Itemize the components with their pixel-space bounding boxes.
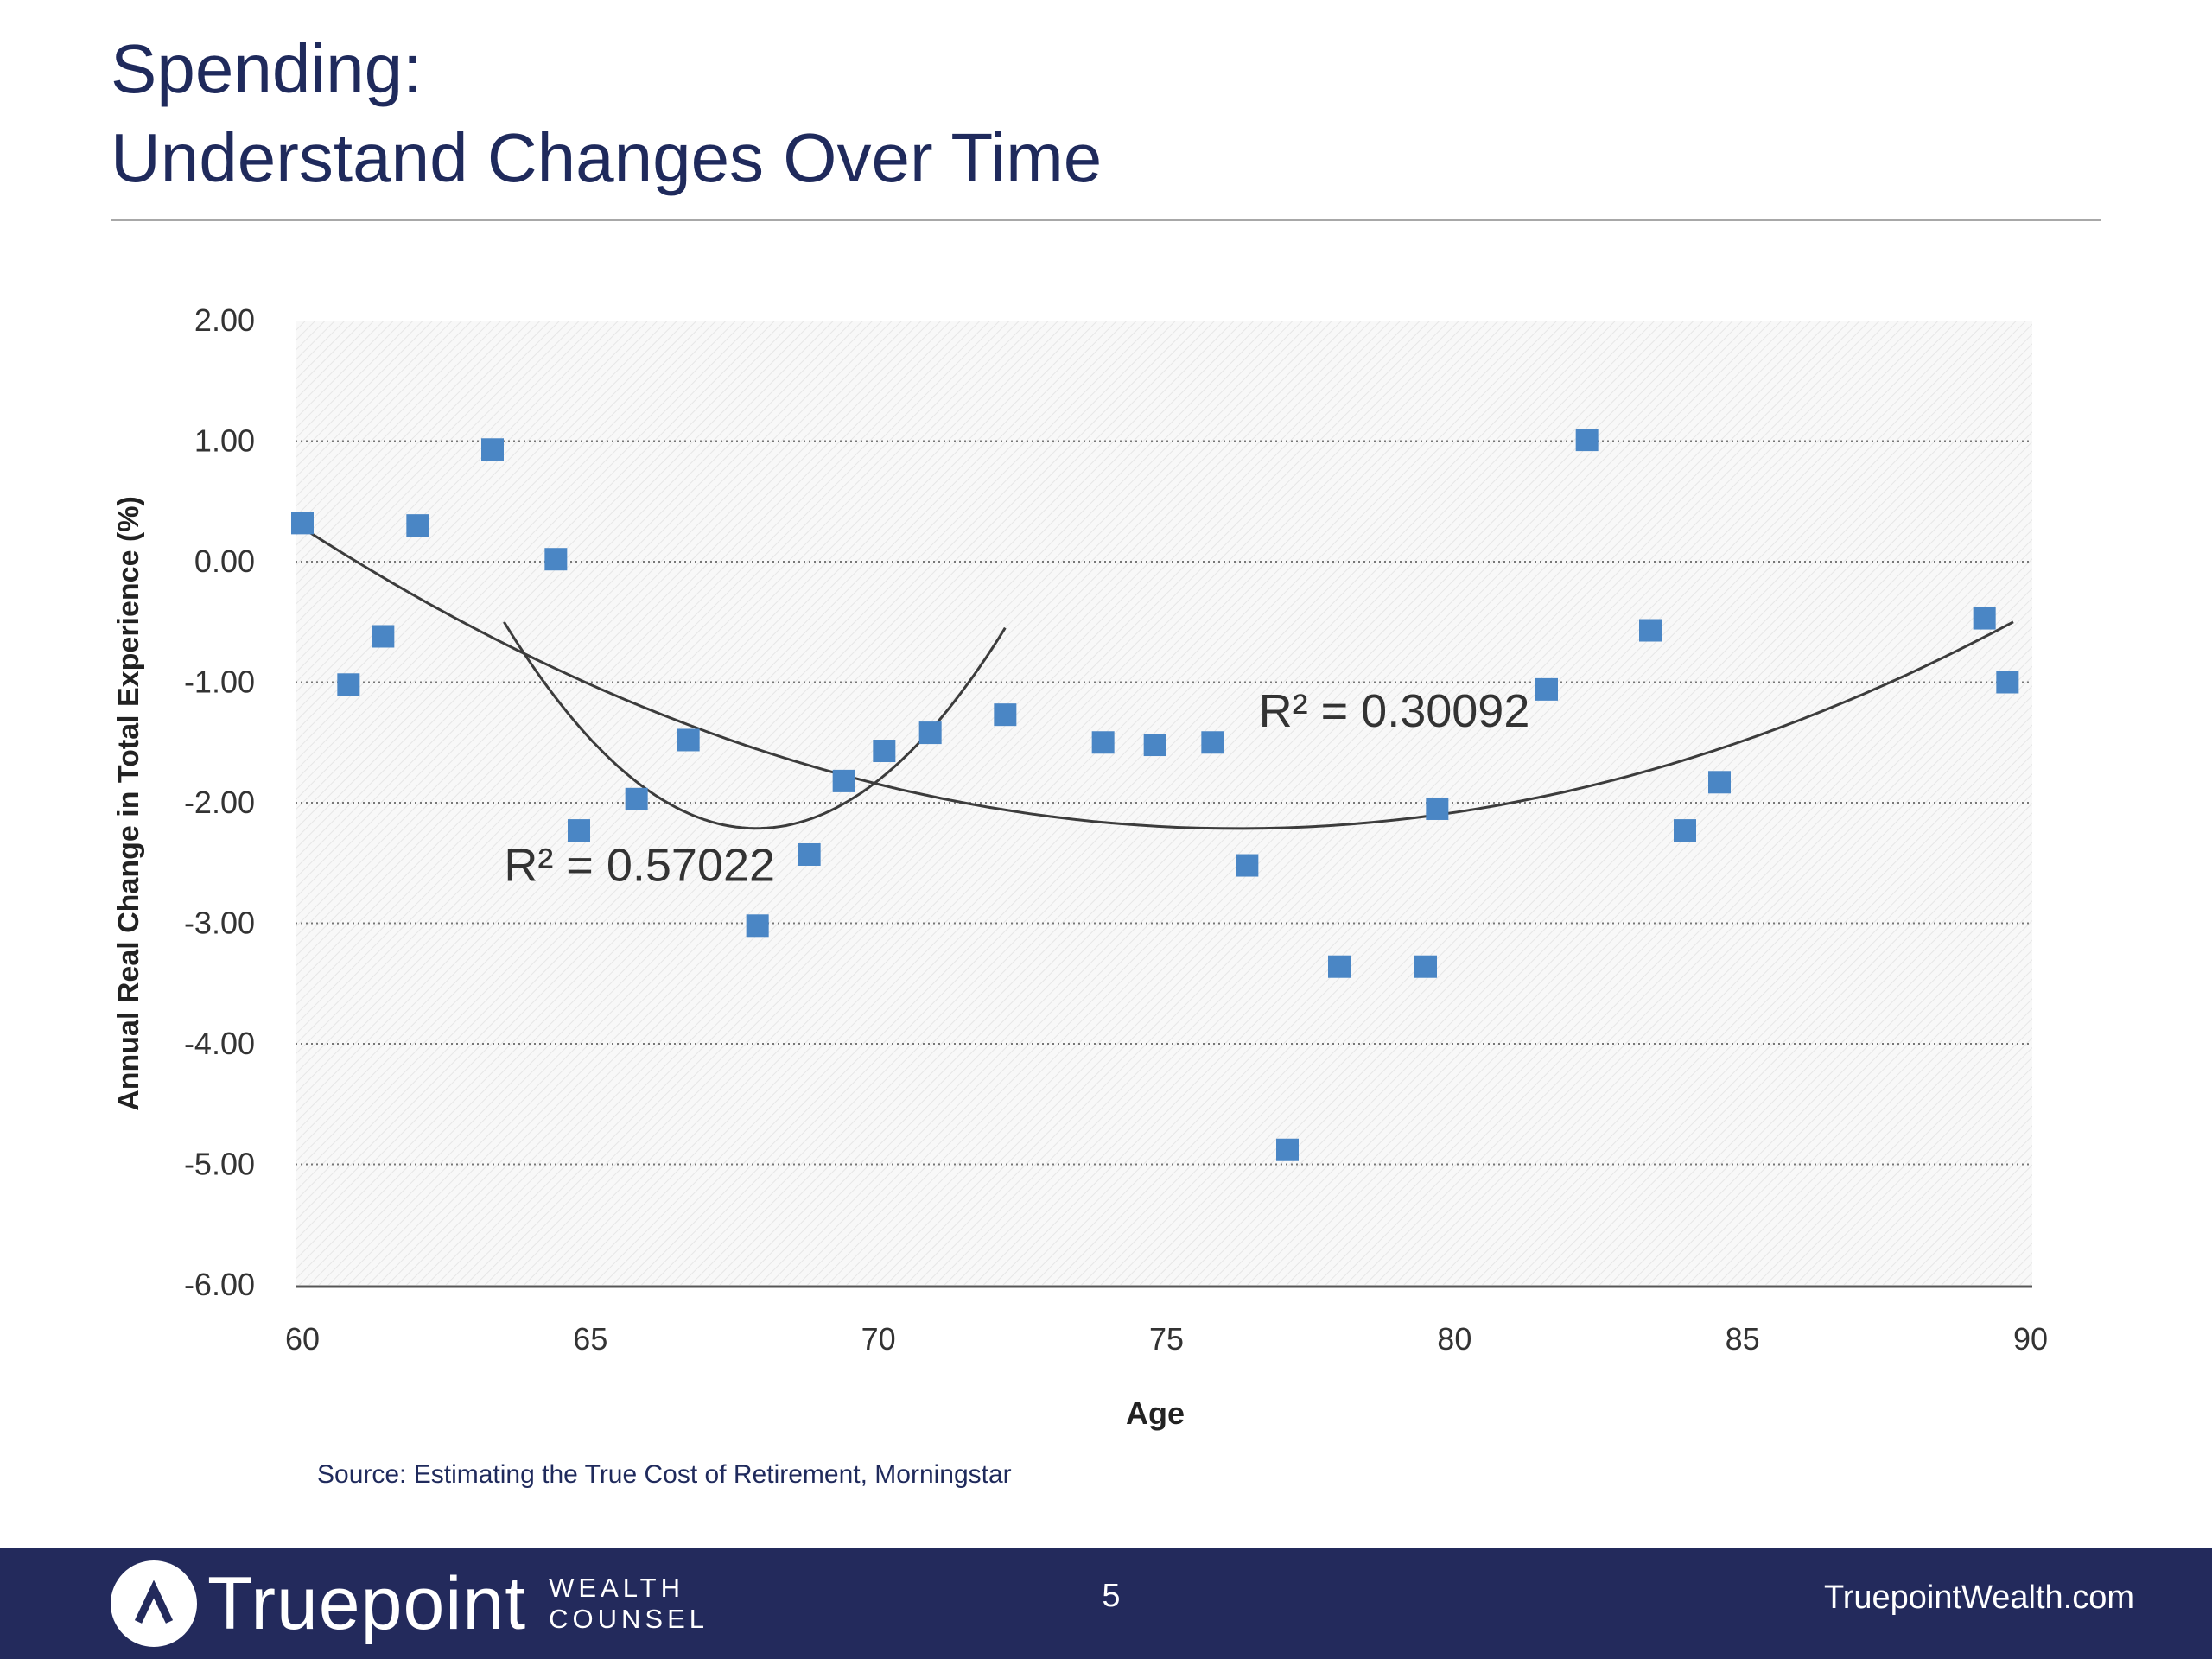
data-point bbox=[568, 819, 590, 842]
data-point bbox=[1276, 1138, 1299, 1161]
r-squared-annotation: R² = 0.57022 bbox=[504, 840, 775, 892]
y-tick-label: -4.00 bbox=[184, 1026, 255, 1061]
scatter-chart: 2.00 1.00 0.00 -1.00 -2.00 -3.00 -4.00 -5.00 -6.… bbox=[112, 302, 2048, 1431]
data-point bbox=[1674, 819, 1696, 842]
r-squared-annotation: R² = 0.30092 bbox=[1259, 685, 1530, 737]
data-point bbox=[1201, 731, 1224, 754]
data-point bbox=[372, 625, 395, 648]
x-tick-label: 60 bbox=[285, 1321, 320, 1357]
data-point bbox=[1328, 955, 1351, 978]
brand-sub-line-1: WEALTH bbox=[549, 1573, 685, 1603]
trendline-2 bbox=[302, 526, 2014, 830]
data-point bbox=[918, 721, 942, 745]
data-point bbox=[1414, 955, 1437, 978]
data-point bbox=[746, 914, 769, 938]
data-point bbox=[1426, 797, 1449, 820]
page-title: Spending: Understand Changes Over Time bbox=[111, 24, 1102, 202]
y-tick-label: 1.00 bbox=[194, 423, 255, 459]
truepoint-logo[interactable]: Truepoint WEALTH COUNSEL bbox=[111, 1560, 709, 1647]
data-point bbox=[1535, 677, 1558, 701]
data-point bbox=[1575, 429, 1599, 452]
x-axis-label: Age bbox=[1126, 1395, 1185, 1431]
y-tick-label: -2.00 bbox=[184, 785, 255, 820]
title-line-1: Spending: bbox=[111, 30, 423, 107]
data-point bbox=[625, 787, 648, 810]
data-point bbox=[1143, 734, 1166, 757]
data-point bbox=[1708, 771, 1731, 794]
y-tick-label: -5.00 bbox=[184, 1147, 255, 1182]
data-point bbox=[544, 548, 568, 571]
data-point bbox=[1996, 671, 2019, 694]
data-point bbox=[994, 703, 1017, 727]
website-link[interactable]: TruepointWealth.com bbox=[1823, 1580, 2134, 1616]
y-tick-label: 0.00 bbox=[194, 543, 255, 579]
y-tick-label: -6.00 bbox=[184, 1267, 255, 1302]
x-tick-label: 75 bbox=[1149, 1321, 1184, 1357]
y-tick-label: -1.00 bbox=[184, 664, 255, 700]
data-point bbox=[481, 438, 504, 461]
y-axis-label: Annual Real Change in Total Experience (… bbox=[112, 496, 145, 1111]
page-number: 5 bbox=[1102, 1578, 1121, 1614]
brand-sub-line-2: COUNSEL bbox=[549, 1604, 709, 1634]
data-point bbox=[291, 512, 314, 535]
data-point bbox=[1973, 607, 1996, 630]
x-tick-label: 65 bbox=[573, 1321, 607, 1357]
data-point bbox=[873, 740, 896, 763]
footer-bar: Truepoint WEALTH COUNSEL 5 TruepointWeal… bbox=[0, 1548, 2212, 1659]
brand-subtitle: WEALTH COUNSEL bbox=[549, 1573, 709, 1635]
data-point bbox=[337, 673, 360, 696]
x-tick-label: 85 bbox=[1726, 1321, 1760, 1357]
truepoint-mark-icon bbox=[111, 1560, 197, 1647]
x-tick-label: 70 bbox=[861, 1321, 896, 1357]
data-point bbox=[677, 728, 700, 752]
data-point bbox=[832, 769, 855, 792]
data-point bbox=[798, 842, 821, 866]
data-point bbox=[1639, 619, 1662, 642]
brand-name: Truepoint bbox=[207, 1562, 527, 1645]
y-tick-label: 2.00 bbox=[194, 302, 255, 338]
source-note: Source: Estimating the True Cost of Reti… bbox=[317, 1460, 1012, 1489]
data-point bbox=[406, 514, 429, 537]
y-tick-label: -3.00 bbox=[184, 906, 255, 941]
title-line-2: Understand Changes Over Time bbox=[111, 119, 1103, 196]
title-divider bbox=[111, 219, 2101, 221]
data-point bbox=[1236, 854, 1259, 877]
x-tick-label: 80 bbox=[1437, 1321, 1471, 1357]
x-tick-label: 90 bbox=[2013, 1321, 2048, 1357]
data-point bbox=[1091, 731, 1115, 754]
